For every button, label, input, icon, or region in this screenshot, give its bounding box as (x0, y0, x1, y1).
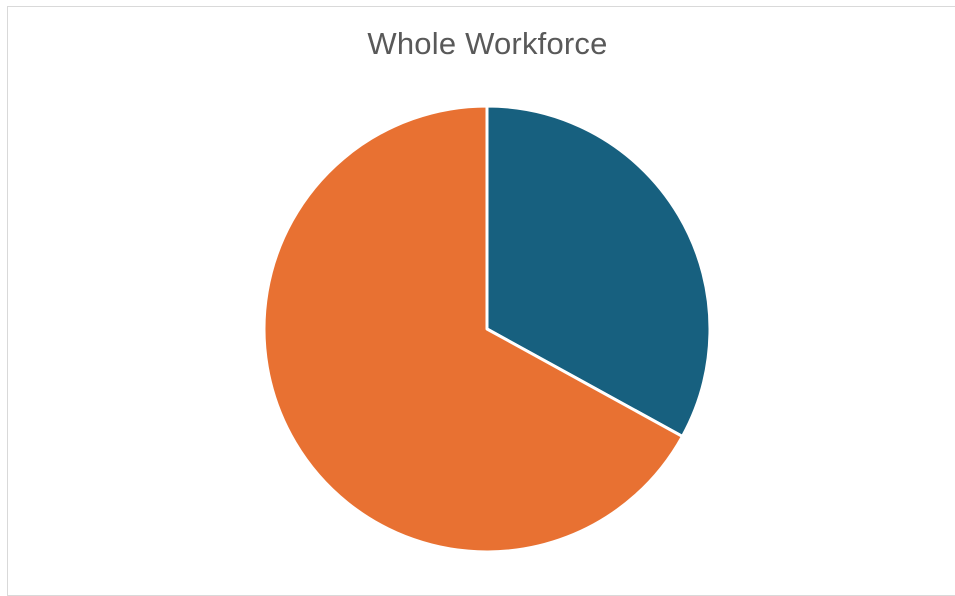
pie-slices (262, 104, 712, 554)
pie-slice-1 (485, 104, 712, 438)
chart-title: Whole Workforce (367, 26, 608, 61)
pie-slice-2 (262, 104, 684, 554)
pie-chart (262, 104, 712, 554)
